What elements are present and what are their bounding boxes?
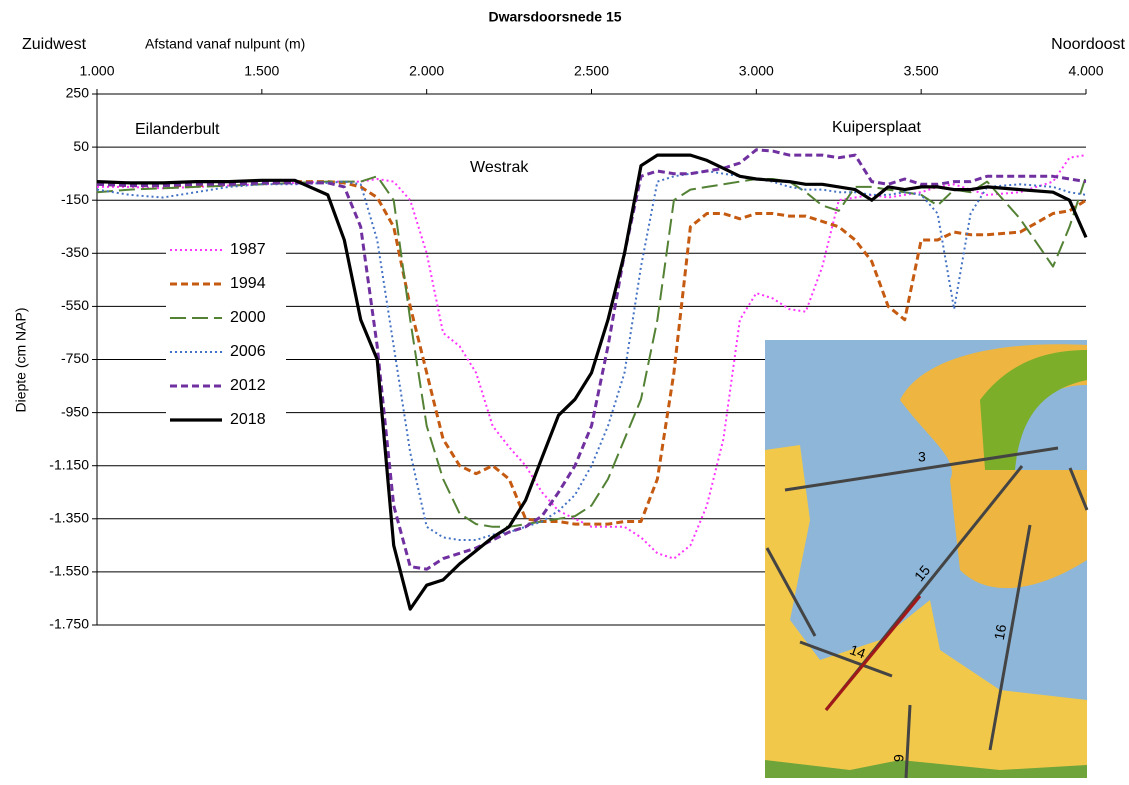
legend-bg <box>166 236 286 264</box>
annotation: Kuipersplaat <box>832 119 922 136</box>
y-tick-label: -350 <box>61 244 89 260</box>
annotation: Noordoost <box>1051 36 1125 53</box>
inset-map: 3 14 15 16 9 <box>765 340 1087 778</box>
y-axis-label: Diepte (cm NAP) <box>13 307 29 412</box>
x-tick-label: 2.500 <box>574 63 609 79</box>
y-tick-label: -150 <box>61 191 89 207</box>
map-label: 3 <box>918 449 926 465</box>
map-label: 9 <box>891 754 907 762</box>
legend-label: 2012 <box>230 377 266 394</box>
x-tick-label: 3.500 <box>904 63 939 79</box>
y-tick-label: -1.150 <box>49 456 89 472</box>
x-tick-label: 3.000 <box>739 63 774 79</box>
y-tick-label: -950 <box>61 403 89 419</box>
x-tick-label: 1.500 <box>244 63 279 79</box>
legend-label: 1987 <box>230 241 266 258</box>
legend: 1987 1994 2000 2006 2012 2018 <box>166 236 286 434</box>
legend-label: 2006 <box>230 343 266 360</box>
legend-label: 2000 <box>230 309 266 326</box>
y-tick-label: -750 <box>61 350 89 366</box>
legend-label: 1994 <box>230 275 266 292</box>
y-tick-label: -550 <box>61 297 89 313</box>
x-axis-label: Afstand vanaf nulpunt (m) <box>145 36 305 52</box>
chart: Dwarsdoorsnede 15 Zuidwest Afstand vanaf… <box>0 0 1129 785</box>
x-tick-label: 4.000 <box>1068 63 1103 79</box>
annotation: Eilanderbult <box>135 121 220 138</box>
y-tick-label: -1.350 <box>49 510 89 526</box>
annotation: Zuidwest <box>22 36 87 53</box>
legend-bg <box>166 338 286 366</box>
legend-label: 2018 <box>230 411 266 428</box>
map-label: 16 <box>991 623 1009 641</box>
y-tick-label: 50 <box>73 138 89 154</box>
y-tick-label: 250 <box>66 85 90 101</box>
y-tick-label: -1.550 <box>49 563 89 579</box>
x-tick-label: 1.000 <box>79 63 114 79</box>
annotation: Westrak <box>470 159 529 176</box>
x-tick-label: 2.000 <box>409 63 444 79</box>
chart-title: Dwarsdoorsnede 15 <box>488 9 621 25</box>
y-tick-label: -1.750 <box>49 616 89 632</box>
